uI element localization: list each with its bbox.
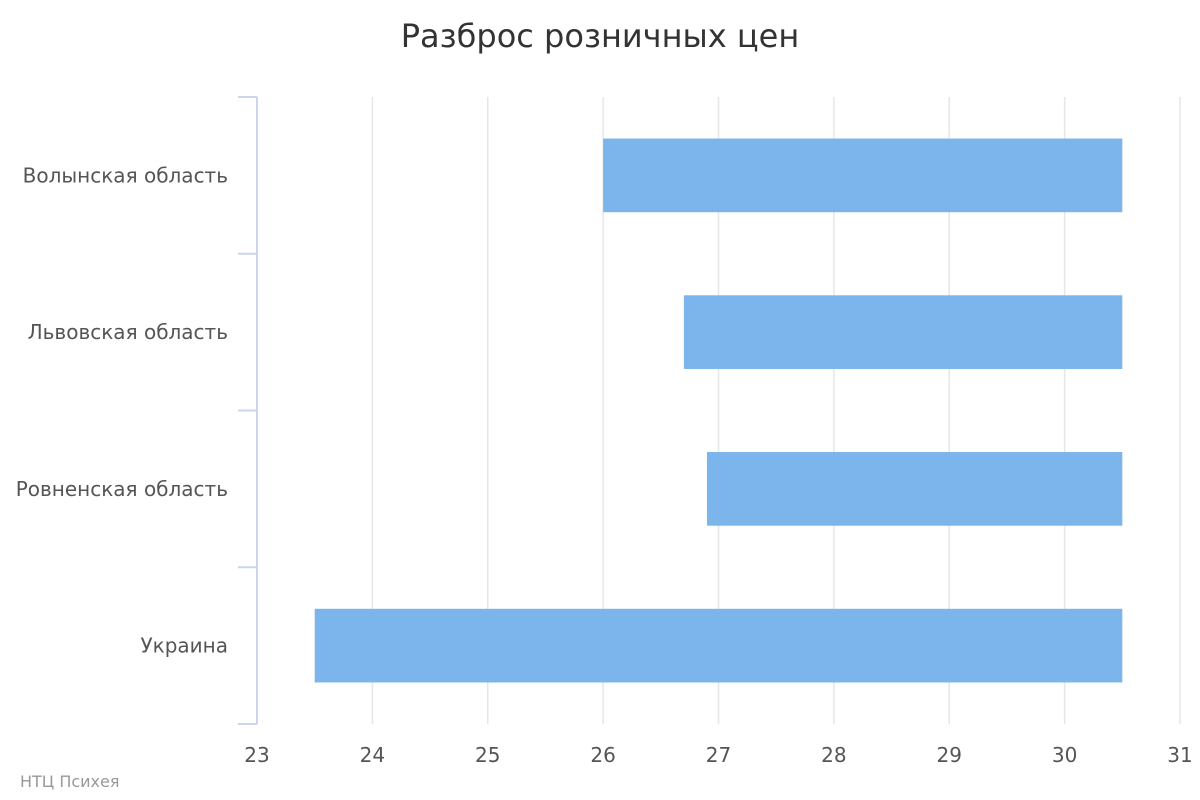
x-tick-label: 30 bbox=[1052, 743, 1077, 767]
x-tick-label: 24 bbox=[360, 743, 385, 767]
x-tick-label: 31 bbox=[1167, 743, 1192, 767]
category-label: Украина bbox=[140, 634, 228, 658]
x-tick-label: 28 bbox=[821, 743, 846, 767]
bar bbox=[603, 138, 1123, 213]
category-label: Львовская область bbox=[28, 320, 228, 344]
x-tick-label: 25 bbox=[475, 743, 500, 767]
bar bbox=[314, 608, 1123, 683]
chart-title: Разброс розничных цен bbox=[401, 17, 800, 55]
x-tick-label: 23 bbox=[244, 743, 269, 767]
credit-text: НТЦ Психея bbox=[20, 772, 120, 791]
x-tick-label: 27 bbox=[706, 743, 731, 767]
bar bbox=[706, 452, 1123, 526]
bars bbox=[314, 138, 1123, 683]
x-axis: 23 24 25 26 27 28 29 30 31 bbox=[244, 743, 1192, 767]
y-axis: Волынская область Львовская область Ровнен… bbox=[16, 96, 258, 725]
bar bbox=[683, 295, 1123, 369]
category-label: Волынская область bbox=[23, 163, 228, 187]
x-tick-label: 26 bbox=[590, 743, 615, 767]
x-tick-label: 29 bbox=[937, 743, 962, 767]
category-label: Ровненская область bbox=[16, 477, 228, 501]
